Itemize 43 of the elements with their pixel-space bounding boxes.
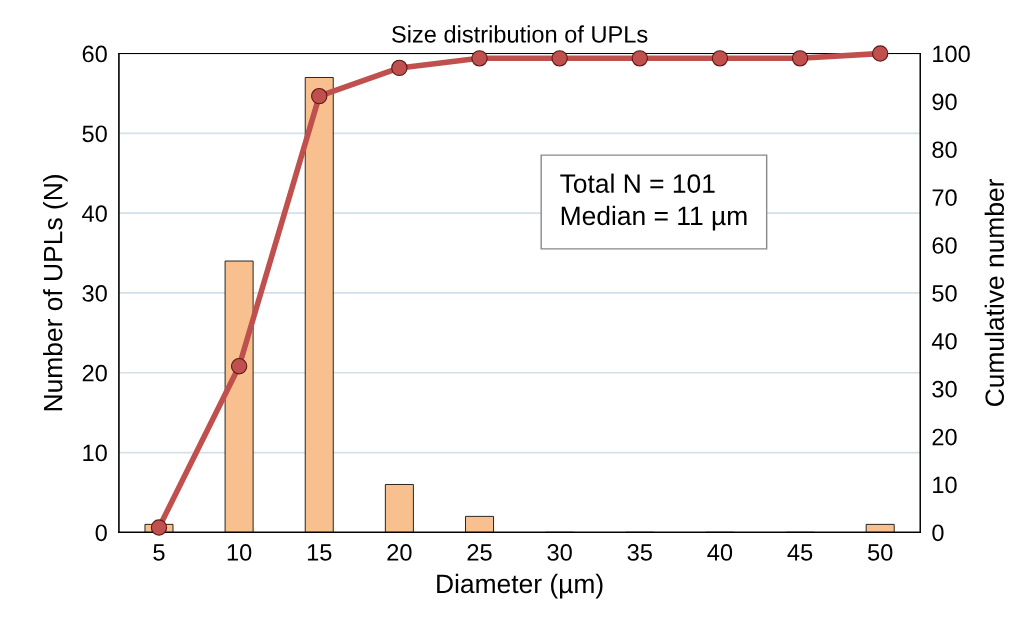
y-tick-label: 40 [82,205,107,222]
y2-tick-label: 40 [931,332,957,350]
point [230,358,248,375]
y-tick-label: 0 [95,524,107,542]
point [711,50,729,67]
y-tick-label: 50 [82,125,107,143]
y2-tick-label: 20 [932,428,957,446]
y2-tick-label: 70 [932,189,957,206]
point [471,50,488,67]
x-tick-label: 15 [307,544,332,561]
y-tick-label: 60 [82,45,107,63]
y2-tick-label: 80 [932,141,957,159]
x-tick-label: 40 [707,544,733,561]
x-tick-label: 30 [547,544,572,561]
chart-title: Size distribution of UPLs [392,25,648,43]
x-tick-label: 10 [227,544,252,561]
point [631,50,648,67]
x-tick-label: 5 [153,544,165,561]
y-tick-label: 10 [83,444,107,462]
y2-tick-label: 90 [932,93,957,111]
annotation: Total N = 101 Median = 11 µm [560,173,747,231]
y2-tick-label: 60 [932,237,957,254]
y2-tick-label: 50 [932,285,957,302]
point [551,50,568,67]
y2-tick-label: 30 [932,380,957,398]
point [150,519,168,536]
y2-axis-title: Cumulative number [984,178,1005,406]
x-axis-title: Diameter (µm) [437,573,603,599]
point [311,87,328,105]
x-tick-label: 20 [387,544,412,561]
point [871,45,889,62]
x-tick-label: 45 [787,544,813,561]
x-tick-label: 25 [467,544,492,561]
point [791,50,809,67]
y-tick-label: 20 [82,364,107,382]
y-tick-label: 30 [82,285,107,302]
x-tick-label: 35 [627,544,652,561]
y2-tick-label: 0 [932,524,944,542]
point [391,59,408,77]
y2-tick-label: 10 [933,476,957,494]
y-axis-title: Number of UPLs (N) [43,175,68,411]
x-tick-label: 50 [868,544,893,561]
y2-tick-label: 100 [933,45,970,63]
